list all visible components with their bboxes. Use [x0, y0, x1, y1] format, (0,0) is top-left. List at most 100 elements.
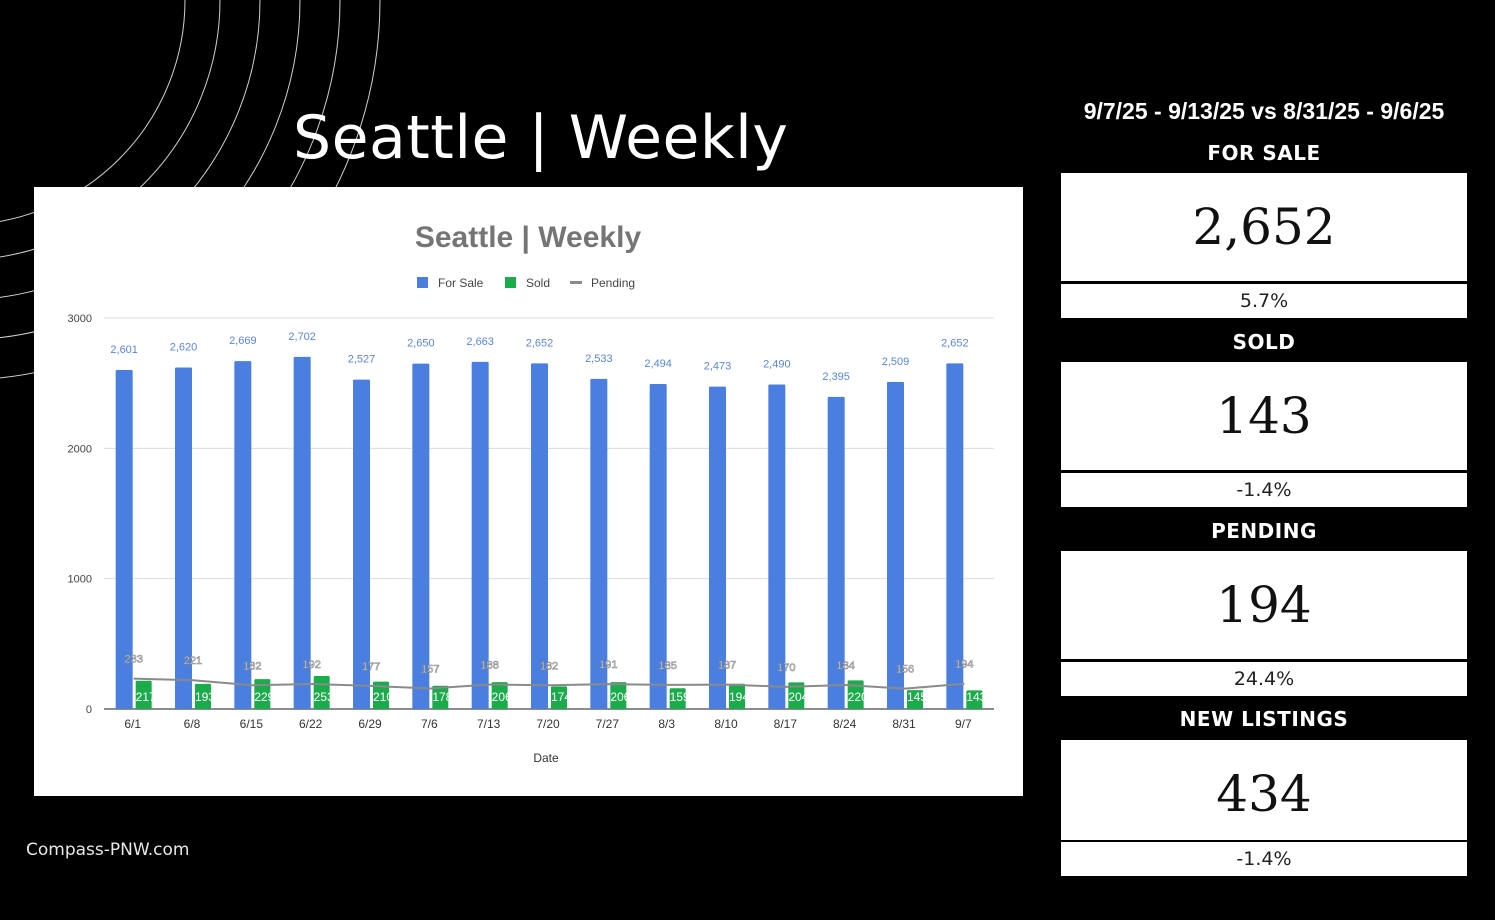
pending-data-label: 221	[184, 655, 202, 667]
for-sale-bar	[649, 383, 667, 709]
sold-value: 143	[1061, 362, 1467, 470]
for-sale-data-label: 2,620	[170, 342, 198, 354]
for-sale-data-label: 2,490	[763, 358, 791, 370]
y-tick-label: 0	[86, 704, 92, 716]
sold-bar	[610, 682, 627, 709]
for-sale-label: FOR SALE	[1207, 141, 1321, 165]
x-tick-label: 8/10	[714, 717, 738, 731]
for-sale-data-label: 2,473	[704, 361, 732, 373]
for-sale-value: 2,652	[1061, 173, 1467, 281]
for-sale-data-label: 2,663	[466, 336, 494, 348]
new-listings-value: 434	[1061, 740, 1467, 848]
for-sale-data-label: 2,650	[407, 338, 435, 350]
bar-chart: 0 1000 2000 3000 Seattle | Weekly For Sale Sol…	[68, 221, 994, 765]
sold-bar	[966, 690, 983, 709]
legend-swatch-0	[417, 277, 428, 288]
for-sale-data-label: 2,395	[822, 371, 850, 383]
sold-bar	[847, 680, 864, 709]
x-tick-label: 6/22	[299, 717, 323, 731]
sold-data-label: 253	[314, 690, 334, 704]
sold-data-label: 159	[670, 690, 690, 704]
pending-data-label: 191	[599, 659, 617, 671]
x-tick-label: 9/7	[955, 717, 972, 731]
sold-data-label: 206	[610, 690, 630, 704]
pending-data-label: 187	[718, 660, 736, 672]
pending-data-label: 170	[777, 662, 795, 674]
pending-change: 24.4%	[1061, 660, 1467, 696]
legend-label-1: Sold	[526, 276, 550, 290]
x-tick-label: 7/20	[536, 717, 560, 731]
sold-bar	[195, 683, 211, 709]
pending-data-label: 188	[480, 659, 498, 671]
sold-label: SOLD	[1232, 330, 1296, 354]
for-sale-bar	[115, 370, 133, 709]
sold-data-label: 217	[136, 690, 156, 704]
y-tick-label: 2000	[68, 443, 92, 455]
pending-data-label: 185	[658, 660, 676, 672]
for-sale-bar	[471, 361, 489, 709]
pending-data-label: 156	[896, 664, 914, 676]
for-sale-data-label: 2,509	[882, 356, 910, 368]
page-title: Seattle | Weekly	[293, 103, 789, 173]
legend-label-0: For Sale	[438, 276, 484, 290]
legend-swatch-2	[570, 281, 582, 284]
chart-card: 0 1000 2000 3000 Seattle | Weekly For Sale Sol…	[34, 187, 1023, 796]
sold-data-label: 174	[551, 690, 571, 704]
y-tick-label: 1000	[68, 574, 92, 586]
pending-data-label: 184	[836, 660, 854, 672]
date-range-label: 9/7/25 - 9/13/25 vs 8/31/25 - 9/6/25	[1083, 98, 1445, 124]
for-sale-bar	[946, 363, 964, 709]
sold-data-label: 206	[492, 690, 512, 704]
chart-title: Seattle | Weekly	[415, 221, 642, 254]
x-tick-label: 6/15	[240, 717, 264, 731]
sold-data-label: 220	[848, 690, 868, 704]
pending-data-label: 177	[362, 661, 380, 673]
for-sale-bar	[412, 363, 430, 709]
for-sale-bar	[887, 381, 904, 709]
pending-data-label: 192	[302, 659, 320, 671]
for-sale-data-label: 2,494	[644, 358, 672, 370]
sold-bar	[135, 680, 152, 709]
for-sale-data-label: 2,669	[229, 335, 257, 347]
sold-bar	[729, 683, 745, 709]
sold-data-label: 210	[373, 690, 393, 704]
footer-website: Compass-PNW.com	[26, 840, 190, 860]
x-tick-label: 8/3	[658, 717, 675, 731]
sold-data-label: 145	[907, 690, 927, 704]
for-sale-bar	[827, 396, 845, 709]
for-sale-data-label: 2,652	[526, 337, 554, 349]
legend-label-2: Pending	[591, 276, 635, 290]
for-sale-bar	[768, 384, 786, 709]
new-listings-change: -1.4%	[1061, 840, 1467, 876]
pending-line	[133, 677, 965, 690]
x-tick-label: 7/27	[596, 717, 620, 731]
pending-value: 194	[1061, 551, 1467, 659]
chart-legend: For Sale Sold Pending	[417, 276, 635, 290]
for-sale-data-label: 2,652	[941, 337, 969, 349]
for-sale-data-label: 2,533	[585, 353, 613, 365]
x-tick-label: 6/29	[358, 717, 382, 731]
x-tick-label: 7/6	[421, 717, 438, 731]
sold-bar	[491, 682, 508, 709]
for-sale-bar	[531, 363, 548, 709]
for-sale-bar	[353, 379, 370, 709]
x-tick-label: 8/31	[892, 717, 916, 731]
pending-data-label: 194	[955, 659, 973, 671]
x-tick-label: 8/17	[774, 717, 798, 731]
sold-data-label: 143	[966, 690, 986, 704]
for-sale-data-label: 2,601	[110, 344, 138, 356]
for-sale-data-label: 2,527	[348, 354, 376, 366]
sold-data-label: 204	[788, 690, 808, 704]
x-tick-label: 6/1	[124, 717, 141, 731]
for-sale-bar	[709, 386, 726, 709]
sold-bar	[432, 685, 449, 709]
sold-bar	[788, 682, 805, 709]
pending-label: PENDING	[1211, 519, 1317, 543]
pending-data-label: 233	[124, 654, 142, 666]
sold-bar	[254, 679, 271, 709]
x-tick-label: 7/13	[477, 717, 501, 731]
sold-data-label: 193	[195, 690, 215, 704]
for-sale-bar	[590, 378, 608, 709]
for-sale-bar	[293, 356, 311, 709]
for-sale-data-label: 2,702	[288, 331, 316, 343]
